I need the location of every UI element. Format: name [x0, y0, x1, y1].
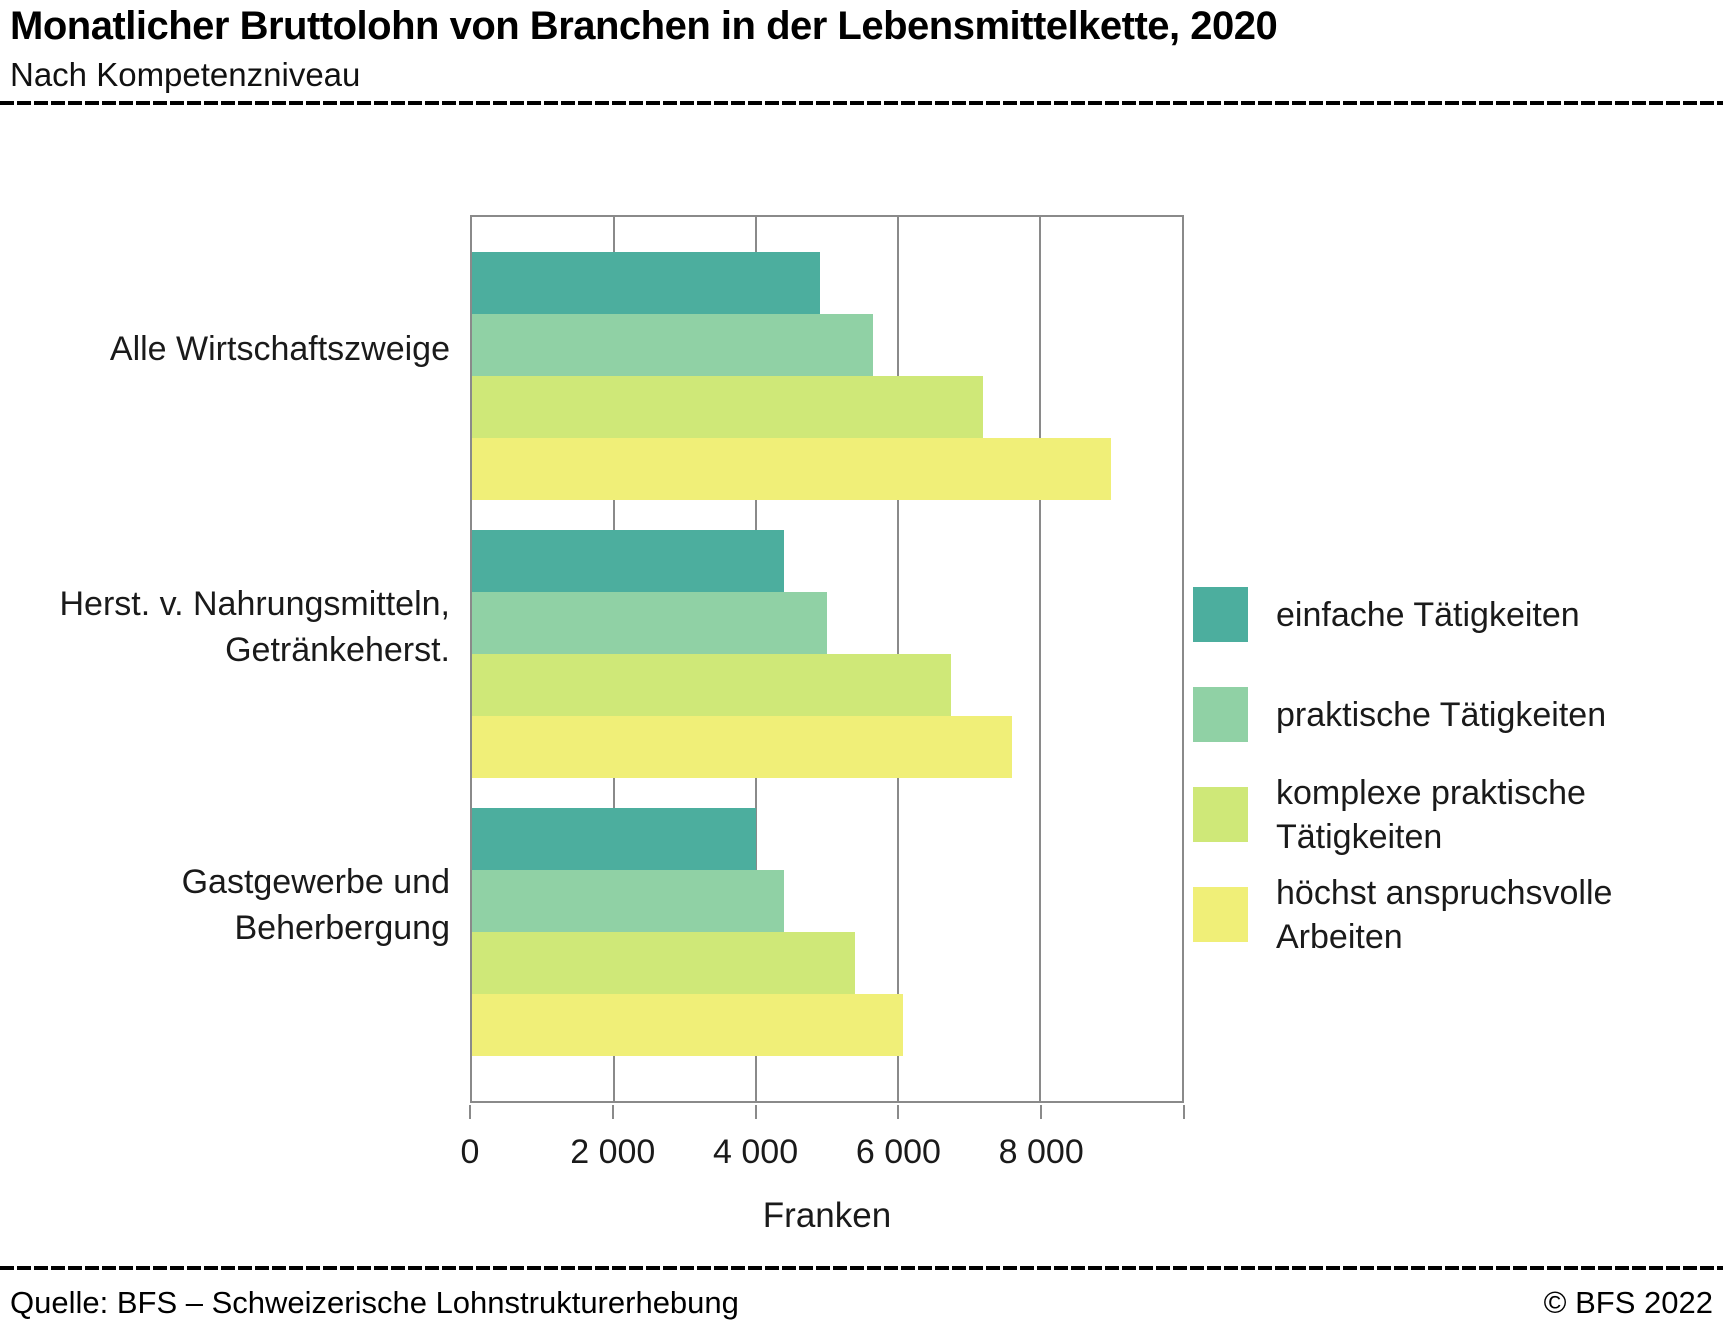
x-tick-label-4000: 4 000: [713, 1133, 799, 1171]
bar-3-2: [472, 870, 785, 932]
x-tick-label-6000: 6 000: [855, 1133, 941, 1171]
category-axis-labels: Alle Wirtschaftszweige Herst. v. Nahrungs…: [0, 215, 450, 1103]
source-note: Quelle: BFS – Schweizerische Lohnstruktu…: [10, 1285, 739, 1320]
bar-1-3: [472, 376, 984, 438]
x-tick-end: [1183, 1105, 1185, 1119]
legend: einfache Tätigkeiten praktische Tätigkeit…: [1193, 587, 1723, 1007]
legend-swatch-3: [1193, 787, 1248, 842]
legend-entry-1: einfache Tätigkeiten: [1193, 587, 1580, 642]
legend-label-2: praktische Tätigkeiten: [1276, 695, 1607, 734]
x-axis-title: Franken: [762, 1196, 892, 1235]
x-tick-6000: [897, 1105, 900, 1119]
bar-3-3: [472, 932, 856, 994]
legend-entry-3: komplexe praktische Tätigkeiten: [1193, 774, 1636, 856]
chart-title: Monatlicher Bruttolohn von Branchen in d…: [10, 4, 1278, 48]
x-tick-8000: [1040, 1105, 1043, 1119]
plot-area-inner: [472, 217, 1182, 1101]
legend-swatch-1: [1193, 587, 1248, 642]
bar-1-4: [472, 438, 1111, 500]
bar-2-3: [472, 654, 952, 716]
category-label-2: Herst. v. Nahrungsmitteln, Getränkeherst…: [59, 585, 450, 669]
category-label-3: Gastgewerbe und Beherbergung: [181, 863, 450, 947]
legend-swatch-2: [1193, 687, 1248, 742]
legend-label-4: höchst anspruchsvolle Arbeiten: [1276, 873, 1613, 956]
x-tick-4000: [754, 1105, 757, 1119]
x-tick-label-2000: 2 000: [570, 1133, 656, 1171]
legend-label-1: einfache Tätigkeiten: [1276, 595, 1580, 634]
legend-entry-2: praktische Tätigkeiten: [1193, 687, 1606, 742]
top-divider-line: [0, 101, 1723, 105]
legend-label-3: komplexe praktische Tätigkeiten: [1276, 773, 1586, 856]
bar-2-1: [472, 530, 785, 592]
gridline-8000: [1039, 217, 1041, 1101]
bottom-divider-line: [0, 1266, 1723, 1270]
copyright-note: © BFS 2022: [1543, 1285, 1713, 1320]
x-tick-label-0: 0: [460, 1133, 480, 1171]
bar-1-1: [472, 252, 820, 314]
x-tick-label-8000: 8 000: [998, 1133, 1084, 1171]
bar-2-2: [472, 592, 827, 654]
bar-2-4: [472, 716, 1012, 778]
bar-1-2: [472, 314, 874, 376]
x-tick-2000: [611, 1105, 614, 1119]
x-tick-0: [469, 1105, 471, 1119]
plot-area: [470, 215, 1184, 1103]
x-axis: 0 2 000 4 000 6 000 8 000: [461, 1103, 1185, 1183]
category-label-1: Alle Wirtschaftszweige: [109, 330, 450, 368]
legend-entry-4: höchst anspruchsvolle Arbeiten: [1193, 874, 1636, 956]
bar-3-4: [472, 994, 903, 1056]
legend-swatch-4: [1193, 887, 1248, 942]
chart-subtitle: Nach Kompetenzniveau: [10, 56, 361, 93]
bar-3-1: [472, 808, 756, 870]
